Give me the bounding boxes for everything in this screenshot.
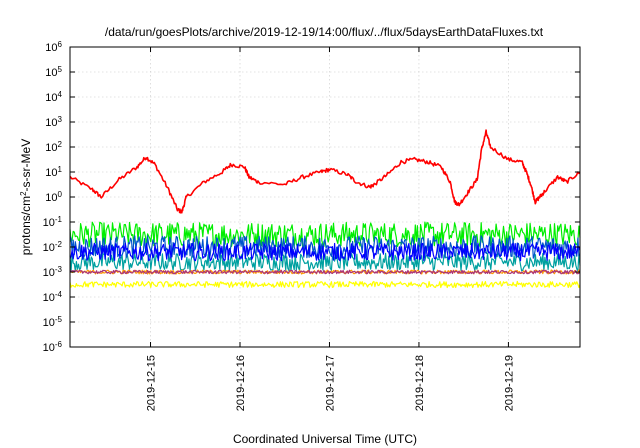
y-tick-base: 10 <box>45 92 57 104</box>
y-tick-base: 10 <box>43 292 55 304</box>
y-axis: 10610510410310210110010-110-210-310-410-… <box>43 40 580 355</box>
y-tick-base: 10 <box>45 167 57 179</box>
y-tick-label: 10-5 <box>43 315 63 330</box>
y-tick-base: 10 <box>43 317 55 329</box>
y-tick-label: 10-3 <box>43 265 63 280</box>
y-tick-label: 100 <box>45 190 62 205</box>
y-tick-exp: 4 <box>58 90 63 99</box>
y-tick-exp: 3 <box>58 115 63 124</box>
y-tick-base: 10 <box>43 242 55 254</box>
x-axis-label: Coordinated Universal Time (UTC) <box>233 432 417 446</box>
series-layer <box>69 129 581 289</box>
y-tick-base: 10 <box>43 217 55 229</box>
y-tick-exp: -5 <box>55 315 63 324</box>
series-line-4 <box>69 242 581 262</box>
y-tick-label: 102 <box>45 140 62 155</box>
y-tick-exp: 2 <box>58 140 63 149</box>
y-tick-exp: 0 <box>58 190 63 199</box>
x-tick-label: 2019-12-15 <box>146 355 158 411</box>
series-line-0 <box>69 129 581 214</box>
series-line-7 <box>69 269 581 275</box>
y-tick-label: 106 <box>45 40 62 55</box>
y-tick-label: 10-1 <box>43 215 63 230</box>
x-tick-label: 2019-12-17 <box>324 355 336 411</box>
y-tick-base: 10 <box>45 117 57 129</box>
y-axis-label-base: protons/cm <box>19 196 33 255</box>
y-tick-label: 105 <box>45 65 62 80</box>
y-tick-label: 104 <box>45 90 62 105</box>
chart-title: /data/run/goesPlots/archive/2019-12-19/1… <box>105 25 544 39</box>
y-tick-base: 10 <box>43 267 55 279</box>
y-tick-exp: -1 <box>55 215 63 224</box>
y-tick-base: 10 <box>45 192 57 204</box>
x-tick-label: 2019-12-19 <box>503 355 515 411</box>
plot-frame <box>69 46 581 348</box>
y-tick-base: 10 <box>45 42 57 54</box>
series-line-6 <box>69 269 581 275</box>
y-tick-exp: -2 <box>55 240 63 249</box>
y-tick-exp: 6 <box>58 40 63 49</box>
y-tick-exp: -4 <box>55 290 63 299</box>
x-tick-label: 2019-12-16 <box>235 355 247 411</box>
y-tick-base: 10 <box>43 342 55 354</box>
y-tick-exp: -3 <box>55 265 63 274</box>
y-tick-label: 10-6 <box>43 340 63 355</box>
y-axis-label-rest: -s-sr-MeV <box>19 139 33 192</box>
y-tick-label: 10-2 <box>43 240 63 255</box>
y-tick-exp: 1 <box>58 165 63 174</box>
y-axis-label: protons/cm2-s-sr-MeV <box>19 139 34 255</box>
series-line-5 <box>69 280 581 289</box>
x-tick-label: 2019-12-18 <box>414 355 426 411</box>
x-axis: 2019-12-15 2019-12-16 2019-12-17 2019-12-18… <box>146 47 515 411</box>
y-tick-label: 103 <box>45 115 62 130</box>
y-tick-base: 10 <box>45 142 57 154</box>
y-tick-exp: -6 <box>55 340 63 349</box>
y-tick-label: 10-4 <box>43 290 63 305</box>
y-tick-label: 101 <box>45 165 62 180</box>
y-tick-exp: 5 <box>58 65 63 74</box>
y-tick-base: 10 <box>45 67 57 79</box>
y-axis-label-sup: 2 <box>19 191 28 196</box>
